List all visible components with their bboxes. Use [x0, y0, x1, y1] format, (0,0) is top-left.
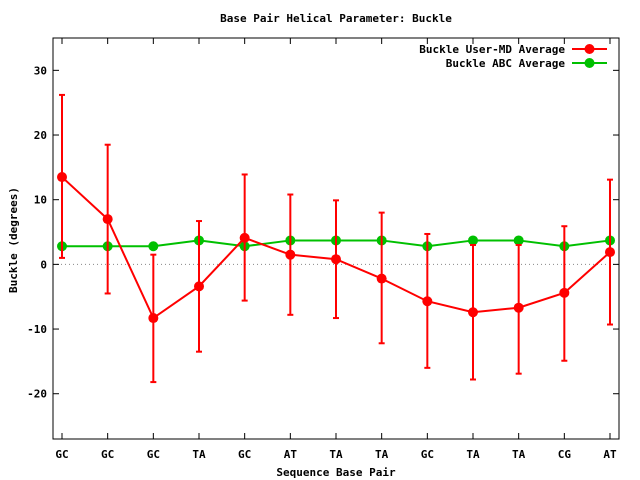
- x-tick-label: GC: [147, 448, 160, 461]
- data-point: [57, 172, 67, 183]
- x-tick-label: AT: [603, 448, 617, 461]
- data-point: [148, 313, 159, 324]
- y-tick-label: -20: [27, 388, 47, 401]
- axis-layer: -20 -10 0 10 20 30 GC GC GC TA GC AT TA TA GC TA TA CG AT: [27, 37, 620, 461]
- data-point: [102, 214, 113, 225]
- x-tick-label: GC: [55, 448, 68, 461]
- x-axis-label: Sequence Base Pair: [276, 466, 396, 479]
- data-point: [285, 249, 296, 260]
- x-tick-label: TA: [512, 448, 526, 461]
- x-tick-label: TA: [329, 448, 343, 461]
- series-0: [57, 93, 615, 384]
- data-point: [422, 296, 433, 307]
- data-point: [468, 307, 478, 318]
- y-tick-label: -10: [27, 323, 47, 336]
- y-axis-label: Buckle (degrees): [7, 187, 20, 293]
- data-point: [605, 247, 615, 258]
- legend-swatch-marker: [584, 44, 595, 54]
- legend-label: Buckle User-MD Average: [419, 43, 565, 56]
- data-point: [148, 241, 159, 252]
- legend-label: Buckle ABC Average: [446, 57, 566, 70]
- data-point: [376, 273, 387, 284]
- y-tick-label: 20: [34, 129, 47, 142]
- x-tick-label: TA: [466, 448, 480, 461]
- y-tick-label: 30: [34, 64, 47, 77]
- x-tick-label: AT: [284, 448, 298, 461]
- x-tick-label: GC: [421, 448, 434, 461]
- data-point: [513, 302, 524, 313]
- data-point: [194, 281, 204, 292]
- series-layer: [57, 93, 615, 384]
- data-point: [559, 287, 570, 298]
- x-tick-label: TA: [192, 448, 206, 461]
- data-point: [513, 235, 524, 246]
- chart-title: Base Pair Helical Parameter: Buckle: [220, 12, 452, 25]
- x-tick-label: GC: [101, 448, 114, 461]
- legend-swatch-marker: [584, 58, 595, 68]
- y-tick-label: 0: [40, 258, 47, 271]
- data-point: [239, 232, 250, 243]
- x-tick-label: TA: [375, 448, 389, 461]
- y-tick-label: 10: [34, 194, 47, 207]
- data-point: [468, 235, 478, 246]
- x-tick-label: GC: [238, 448, 251, 461]
- data-point: [331, 254, 341, 265]
- x-tick-label: CG: [558, 448, 572, 461]
